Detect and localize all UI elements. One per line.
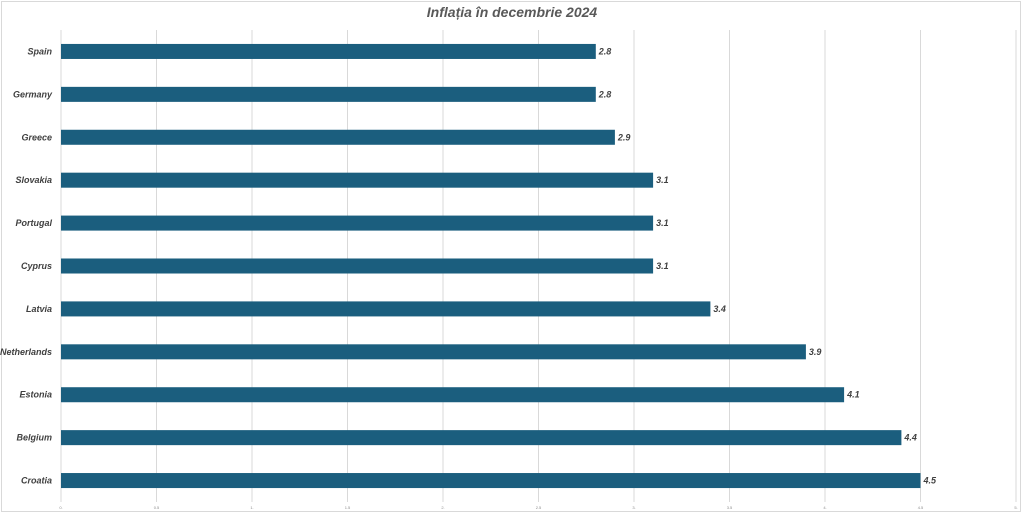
data-label: 4.5 <box>923 476 938 486</box>
bar <box>61 129 615 145</box>
x-tick-label: 0. <box>59 505 62 510</box>
x-tick-label: 4. <box>823 505 826 510</box>
bar <box>61 387 845 403</box>
category-label: Netherlands <box>0 347 52 357</box>
category-label: Germany <box>13 89 53 99</box>
bar <box>61 86 596 102</box>
bar <box>61 43 596 59</box>
bar <box>61 430 902 446</box>
category-label: Spain <box>27 46 52 56</box>
x-tick-label: 3.5 <box>727 505 733 510</box>
category-label: Greece <box>21 132 52 142</box>
category-label: Portugal <box>15 218 52 228</box>
data-label: 3.4 <box>713 304 726 314</box>
data-label: 3.1 <box>656 218 669 228</box>
data-label: 2.8 <box>598 89 612 99</box>
data-label: 2.9 <box>617 132 631 142</box>
chart-title: Inflația în decembrie 2024 <box>426 4 598 20</box>
x-tick-label: 0.5 <box>154 505 160 510</box>
bar <box>61 473 921 489</box>
category-label: Latvia <box>26 304 52 314</box>
data-label: 3.1 <box>656 261 669 271</box>
x-tick-label: 5. <box>1014 505 1017 510</box>
data-label: 3.1 <box>656 175 669 185</box>
x-tick-label: 1. <box>250 505 253 510</box>
category-label: Slovakia <box>15 175 52 185</box>
data-label: 3.9 <box>809 347 822 357</box>
bar <box>61 344 806 360</box>
x-tick-label: 2.5 <box>536 505 542 510</box>
category-label: Estonia <box>19 390 52 400</box>
bar <box>61 258 654 274</box>
data-label: 4.1 <box>846 390 860 400</box>
bar <box>61 172 654 188</box>
data-label: 2.8 <box>598 46 612 56</box>
bar <box>61 301 711 317</box>
x-tick-label: 2. <box>441 505 444 510</box>
category-label: Cyprus <box>21 261 52 271</box>
x-tick-label: 1.5 <box>345 505 351 510</box>
category-label: Belgium <box>16 433 52 443</box>
bar <box>61 215 654 231</box>
data-label: 4.4 <box>903 433 917 443</box>
x-tick-label: 3. <box>632 505 635 510</box>
x-tick-label: 4.5 <box>918 505 924 510</box>
category-label: Croatia <box>21 476 52 486</box>
